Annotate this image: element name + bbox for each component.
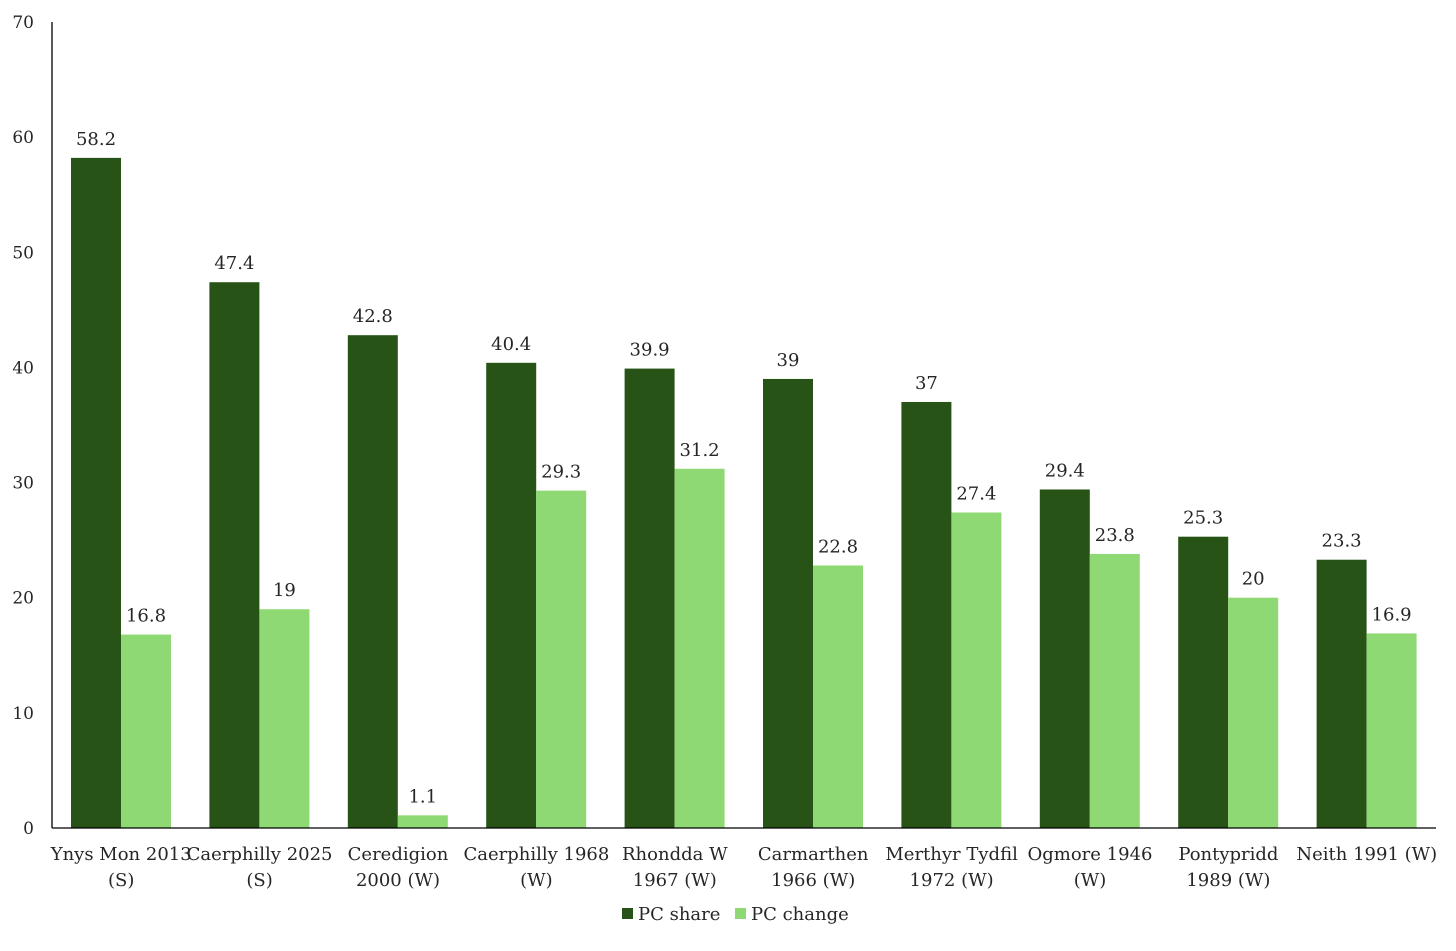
category-label: (S) — [246, 870, 272, 891]
category-label: 2000 (W) — [356, 870, 440, 891]
legend-label: PC share — [638, 904, 720, 925]
data-label: 29.4 — [1045, 460, 1085, 481]
bar-pc-change — [536, 490, 587, 828]
bar-pc-share — [1039, 489, 1090, 828]
bar-pc-change — [1366, 633, 1417, 828]
data-label: 58.2 — [76, 129, 116, 150]
data-label: 27.4 — [956, 484, 996, 505]
category-label: 1966 (W) — [771, 870, 855, 891]
legend-swatch-pc-share — [622, 908, 633, 919]
legend-label: PC change — [751, 904, 849, 925]
data-labels: 58.2 47.4 42.8 40.4 39.9 39 37 29.4 25.3 23.3 16.8… — [76, 129, 1412, 807]
category-label: 1967 (W) — [633, 870, 717, 891]
bar-pc-share — [901, 401, 952, 828]
y-tick-label: 40 — [12, 358, 34, 378]
data-label: 16.9 — [1372, 604, 1412, 625]
y-tick-label: 60 — [12, 128, 34, 148]
data-label: 39.9 — [630, 340, 670, 361]
data-label: 20 — [1242, 569, 1265, 590]
y-tick-label: 30 — [12, 474, 34, 494]
category-label: Caerphilly 2025 — [187, 844, 333, 865]
data-label: 37 — [915, 373, 938, 394]
data-label: 23.3 — [1322, 531, 1362, 552]
category-label: 1989 (W) — [1186, 870, 1270, 891]
bar-pc-change — [1089, 553, 1140, 828]
bar-pc-share — [347, 335, 398, 828]
legend: PC share PC change — [622, 904, 849, 925]
data-label: 19 — [273, 580, 296, 601]
category-label: Ynys Mon 2013 — [50, 844, 192, 865]
category-label: Merthyr Tydfil — [885, 844, 1018, 865]
data-label: 16.8 — [126, 606, 166, 627]
bar-pc-change — [397, 815, 448, 828]
category-label: Pontypridd — [1178, 844, 1278, 865]
y-tick-label: 50 — [12, 243, 34, 263]
category-label: Neith 1991 (W) — [1296, 844, 1437, 865]
category-label: Ogmore 1946 — [1028, 844, 1153, 865]
data-label: 31.2 — [680, 440, 720, 461]
category-label: (W) — [1074, 870, 1107, 891]
data-label: 23.8 — [1095, 525, 1135, 546]
data-label: 42.8 — [353, 306, 393, 327]
y-tick-label: 70 — [12, 13, 34, 33]
bar-pc-change — [259, 609, 310, 828]
bar-pc-share — [209, 282, 260, 828]
category-label: Caerphilly 1968 — [463, 844, 609, 865]
data-label: 39 — [777, 350, 800, 371]
bar-pc-share — [624, 368, 675, 828]
bar-pc-share — [486, 362, 537, 828]
y-tick-label: 10 — [12, 704, 34, 724]
bar-pc-share — [1178, 536, 1229, 828]
category-label: Ceredigion — [348, 844, 449, 865]
y-axis: 0 10 20 30 40 50 60 70 — [12, 13, 53, 839]
bar-pc-change — [813, 565, 863, 828]
bar-pc-share — [763, 378, 813, 828]
category-label: (S) — [108, 870, 134, 891]
data-label: 25.3 — [1183, 508, 1223, 529]
y-tick-label: 0 — [23, 819, 34, 839]
data-label: 22.8 — [818, 536, 858, 557]
bar-pc-share — [71, 157, 121, 828]
data-label: 1.1 — [408, 786, 437, 807]
bar-pc-change — [121, 634, 171, 828]
y-tick-label: 20 — [12, 589, 34, 609]
bar-pc-change — [1228, 597, 1279, 828]
category-label: Carmarthen — [758, 844, 869, 865]
bar-pc-change — [951, 512, 1002, 828]
bar-pc-change — [674, 468, 725, 828]
category-label: 1972 (W) — [910, 870, 994, 891]
data-label: 29.3 — [541, 462, 581, 483]
data-label: 47.4 — [214, 253, 254, 274]
bars — [71, 157, 1417, 828]
category-label: Rhondda W — [622, 844, 728, 865]
data-label: 40.4 — [491, 334, 531, 355]
category-label: (W) — [520, 870, 553, 891]
x-axis: Ynys Mon 2013 (S) Caerphilly 2025 (S) Ceredi… — [50, 827, 1437, 891]
legend-swatch-pc-change — [735, 908, 746, 919]
bar-pc-share — [1316, 559, 1367, 828]
